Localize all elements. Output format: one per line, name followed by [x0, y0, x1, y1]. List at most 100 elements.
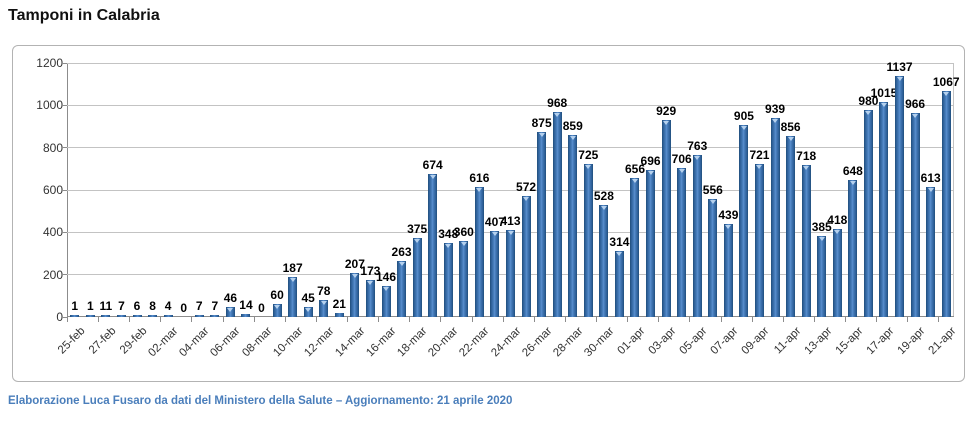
gridline	[67, 147, 954, 149]
bar	[630, 178, 640, 317]
y-axis-tick	[62, 147, 67, 149]
bar-top-notch-icon	[647, 170, 654, 175]
bar-top-notch-icon	[414, 238, 421, 243]
bar-data-label: 1	[71, 299, 79, 313]
x-tick-label: 04-mar	[177, 325, 212, 360]
bar-top-notch-icon	[709, 200, 716, 205]
bar-data-label: 572	[516, 179, 537, 194]
bar-data-label: 439	[718, 208, 739, 223]
x-axis-tick	[564, 317, 566, 322]
x-axis-tick	[845, 317, 847, 322]
bar	[288, 277, 298, 317]
x-axis-tick	[222, 317, 224, 322]
x-tick-label: 05-apr	[677, 325, 710, 357]
bar-top-notch-icon	[554, 113, 561, 118]
bar-data-label: 980	[858, 93, 879, 108]
bar-data-label: 14	[239, 298, 253, 313]
bar-data-label: 616	[469, 170, 490, 185]
bar-data-label: 674	[422, 158, 443, 173]
x-tick-label: 27-feb	[86, 325, 119, 357]
x-tick-label: 09-apr	[739, 325, 772, 357]
bar-top-notch-icon	[740, 126, 747, 131]
bar-top-notch-icon	[289, 278, 296, 283]
x-tick-label: 15-apr	[833, 325, 866, 357]
bar-data-label: 348	[438, 227, 459, 242]
bar-top-notch-icon	[896, 77, 903, 82]
bar	[132, 315, 142, 317]
bar-data-label: 1015	[870, 86, 898, 101]
bar	[101, 314, 111, 317]
bar	[163, 315, 173, 317]
bar	[863, 109, 873, 317]
bar-data-label: 939	[765, 102, 786, 117]
x-axis-tick	[315, 317, 317, 322]
x-axis-tick	[502, 317, 504, 322]
bar-data-label: 696	[640, 153, 661, 168]
bar-top-notch-icon	[865, 110, 872, 115]
bar-top-notch-icon	[725, 225, 732, 230]
bar-top-notch-icon	[383, 287, 389, 292]
bar	[754, 164, 764, 317]
bar-data-label: 314	[609, 234, 630, 249]
bar-data-label: 207	[344, 257, 365, 272]
bar-top-notch-icon	[600, 206, 607, 211]
bar	[116, 315, 126, 317]
y-tick-label: 800	[42, 140, 63, 155]
bar	[910, 112, 920, 317]
y-axis-tick	[62, 231, 67, 233]
bar	[926, 187, 936, 317]
x-tick-label: 30-mar	[582, 325, 617, 360]
bar-top-notch-icon	[943, 92, 950, 97]
bar-data-label: 1137	[886, 60, 913, 75]
bar-top-notch-icon	[398, 262, 405, 267]
bar-top-notch-icon	[818, 236, 825, 241]
x-tick-label: 24-mar	[488, 325, 523, 360]
x-tick-label: 12-mar	[301, 325, 337, 360]
x-tick-label: 22-mar	[457, 325, 492, 360]
bar-data-label: 859	[562, 119, 583, 134]
gridline	[67, 62, 954, 64]
x-tick-label: 17-apr	[864, 325, 897, 357]
bar	[303, 307, 313, 317]
bar-top-notch-icon	[849, 180, 856, 185]
bar-data-label: 968	[547, 96, 568, 111]
bar	[428, 174, 438, 317]
bar	[412, 237, 422, 317]
bar-top-notch-icon	[429, 175, 436, 180]
x-axis-tick	[813, 317, 815, 322]
bar-data-label: 360	[453, 224, 474, 239]
bar	[677, 167, 687, 317]
bar	[786, 135, 796, 317]
bar-top-notch-icon	[678, 168, 685, 173]
bar-top-notch-icon	[585, 164, 592, 169]
y-tick-label: 1200	[36, 56, 63, 70]
bar-data-label: 7	[211, 299, 219, 313]
bar-data-label: 8	[149, 299, 156, 313]
y-tick-label: 400	[42, 225, 63, 240]
x-tick-label: 14-mar	[333, 325, 368, 360]
bar	[941, 91, 951, 317]
bar-data-label: 1	[86, 299, 94, 313]
x-tick-label: 19-apr	[895, 325, 928, 357]
x-tick-label: 16-mar	[364, 325, 399, 360]
x-axis-tick	[284, 317, 286, 322]
bar	[832, 228, 842, 317]
x-axis-tick	[533, 317, 535, 322]
bar-data-label: 725	[578, 147, 599, 162]
y-axis-labels: 0 200 400 600 800 1000 1200	[19, 56, 63, 324]
bar-top-notch-icon	[927, 188, 934, 193]
x-axis-tick	[440, 317, 442, 322]
x-axis-tick	[191, 317, 193, 322]
bar-top-notch-icon	[476, 187, 483, 192]
bar-top-notch-icon	[803, 166, 810, 171]
bar-data-label: 556	[702, 183, 723, 198]
bar-data-label: 7	[195, 299, 203, 313]
bar-data-label: 46	[223, 291, 238, 306]
bar	[708, 199, 718, 317]
bar	[568, 135, 578, 317]
bar-data-label: 856	[780, 119, 801, 134]
x-tick-label: 03-apr	[646, 325, 679, 357]
x-tick-label: 26-mar	[519, 325, 555, 360]
bar-top-notch-icon	[320, 301, 327, 306]
